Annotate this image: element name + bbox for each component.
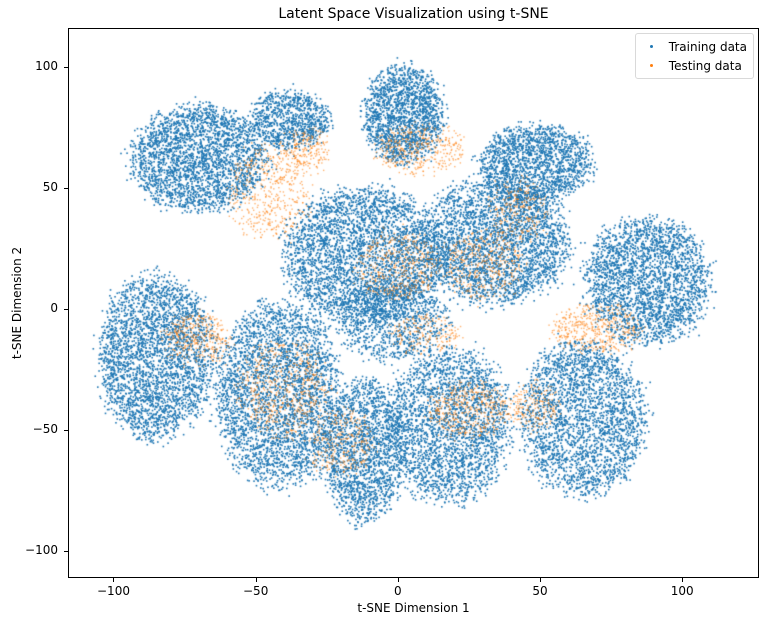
legend-marker-icon <box>649 45 653 48</box>
x-tick-mark <box>540 578 542 582</box>
y-axis-label: t-SNE Dimension 2 <box>10 246 24 360</box>
x-tick-label: 0 <box>394 584 402 598</box>
legend-label: Training data <box>668 39 747 54</box>
y-tick-label: −50 <box>32 422 58 437</box>
x-tick-label: −100 <box>97 584 130 598</box>
y-tick-mark <box>64 309 68 311</box>
chart-title: Latent Space Visualization using t-SNE <box>278 6 549 22</box>
y-tick-mark <box>64 187 68 189</box>
legend-item-testing: Testing data <box>644 56 747 75</box>
y-tick-label: −100 <box>25 543 58 558</box>
plot-frame <box>68 28 759 578</box>
scatter-plot-area <box>68 28 759 578</box>
x-tick-mark <box>682 578 684 582</box>
x-tick-mark <box>397 578 399 582</box>
x-tick-mark <box>255 578 257 582</box>
legend-item-training: Training data <box>644 37 747 56</box>
y-tick-mark <box>64 430 68 432</box>
x-tick-label: 100 <box>670 584 694 598</box>
x-tick-mark <box>113 578 115 582</box>
legend: Training data Testing data <box>634 33 754 79</box>
legend-label: Testing data <box>668 58 742 73</box>
y-tick-label: 50 <box>42 179 58 194</box>
y-tick-label: 0 <box>50 301 58 316</box>
legend-marker-icon <box>649 64 653 67</box>
y-tick-mark <box>64 551 68 553</box>
y-tick-label: 100 <box>35 58 58 73</box>
x-tick-label: −50 <box>243 584 269 598</box>
y-tick-mark <box>64 66 68 68</box>
x-axis-label: t-SNE Dimension 1 <box>357 601 470 615</box>
x-tick-label: 50 <box>532 584 548 598</box>
